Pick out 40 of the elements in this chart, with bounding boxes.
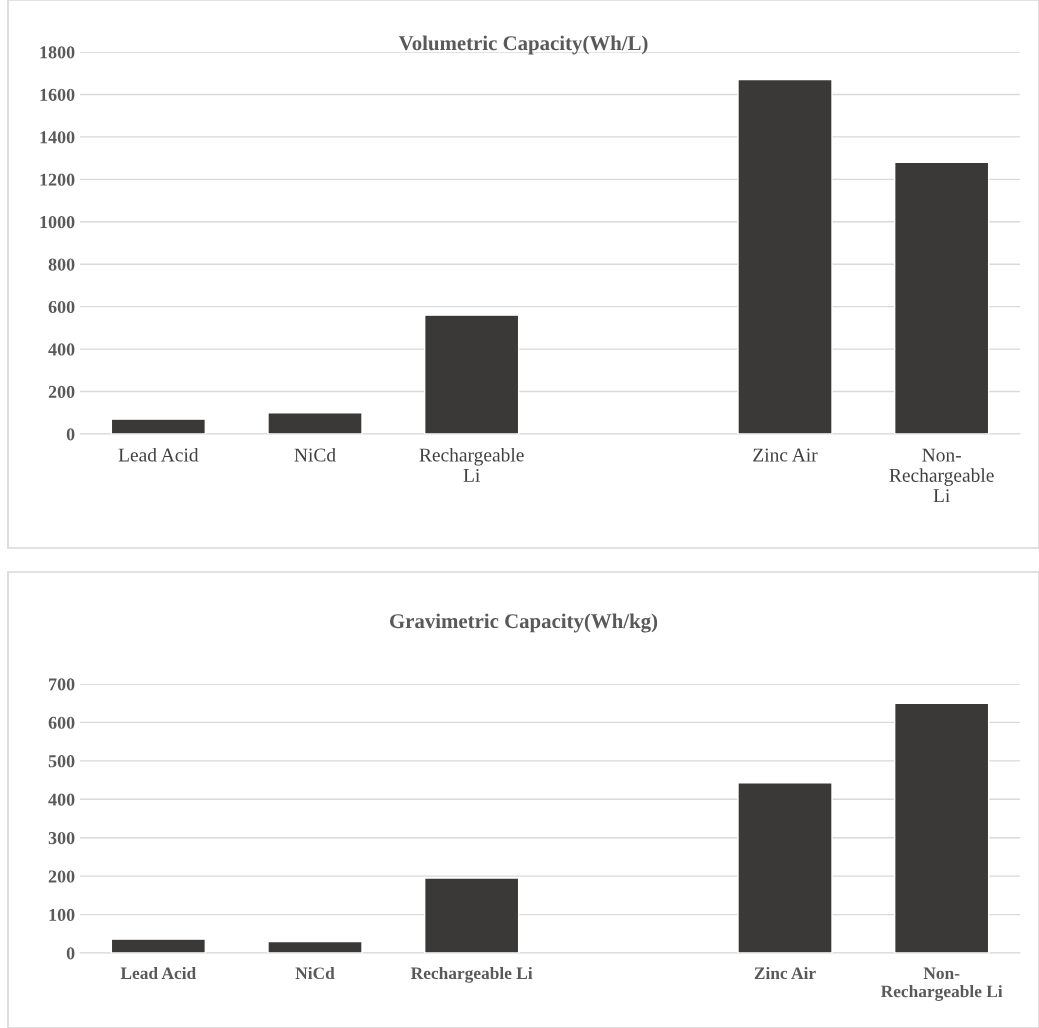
y-tick-label: 700 [49, 678, 75, 691]
y-tick-label: 600 [48, 716, 75, 729]
y-tick-label: 800 [48, 258, 75, 271]
chart-title: Gravimetric Capacity(Wh/kg) [390, 613, 658, 633]
x-tick-label: Zinc Air [754, 966, 816, 980]
y-tick-label: 100 [49, 908, 75, 922]
x-tick-label: Non- Rechargeable Li [889, 448, 994, 503]
y-tick-label: 1200 [40, 173, 75, 186]
y-tick-label: 1000 [40, 216, 75, 229]
bar [267, 940, 363, 953]
y-tick-label: 1600 [40, 88, 75, 101]
chart-title: Volumetric Capacity(Wh/L) [398, 35, 648, 55]
x-tick-label: Rechargeable Li [419, 447, 524, 482]
bar [110, 938, 207, 953]
y-tick-label: 1400 [40, 131, 75, 144]
bar [737, 78, 833, 434]
y-tick-label: 600 [48, 300, 75, 314]
x-tick-label: Lead Acid [118, 447, 199, 462]
bar [737, 782, 833, 953]
y-tick-label: 0 [66, 428, 75, 441]
x-tick-label: NiCd [295, 966, 335, 980]
x-tick-label: Non- Rechargeable Li [880, 967, 1003, 1001]
bar [893, 702, 990, 953]
y-tick-label: 300 [48, 831, 75, 845]
bar [110, 418, 207, 434]
x-tick-label: NiCd [294, 447, 336, 462]
x-tick-label: Zinc Air [753, 448, 818, 462]
y-tick-label: 200 [48, 385, 75, 398]
y-tick-label: 400 [48, 343, 75, 356]
y-tick-label: 500 [48, 755, 75, 768]
y-tick-label: 200 [48, 870, 75, 883]
x-tick-label: Lead Acid [120, 966, 196, 980]
y-tick-label: 400 [48, 793, 75, 806]
y-tick-label: 0 [66, 947, 75, 960]
y-tick-label: 1800 [40, 46, 75, 59]
bar [423, 314, 520, 434]
bar [893, 161, 990, 434]
bar [423, 877, 520, 953]
bar [267, 412, 363, 434]
x-tick-label: Rechargeable Li [410, 966, 533, 983]
